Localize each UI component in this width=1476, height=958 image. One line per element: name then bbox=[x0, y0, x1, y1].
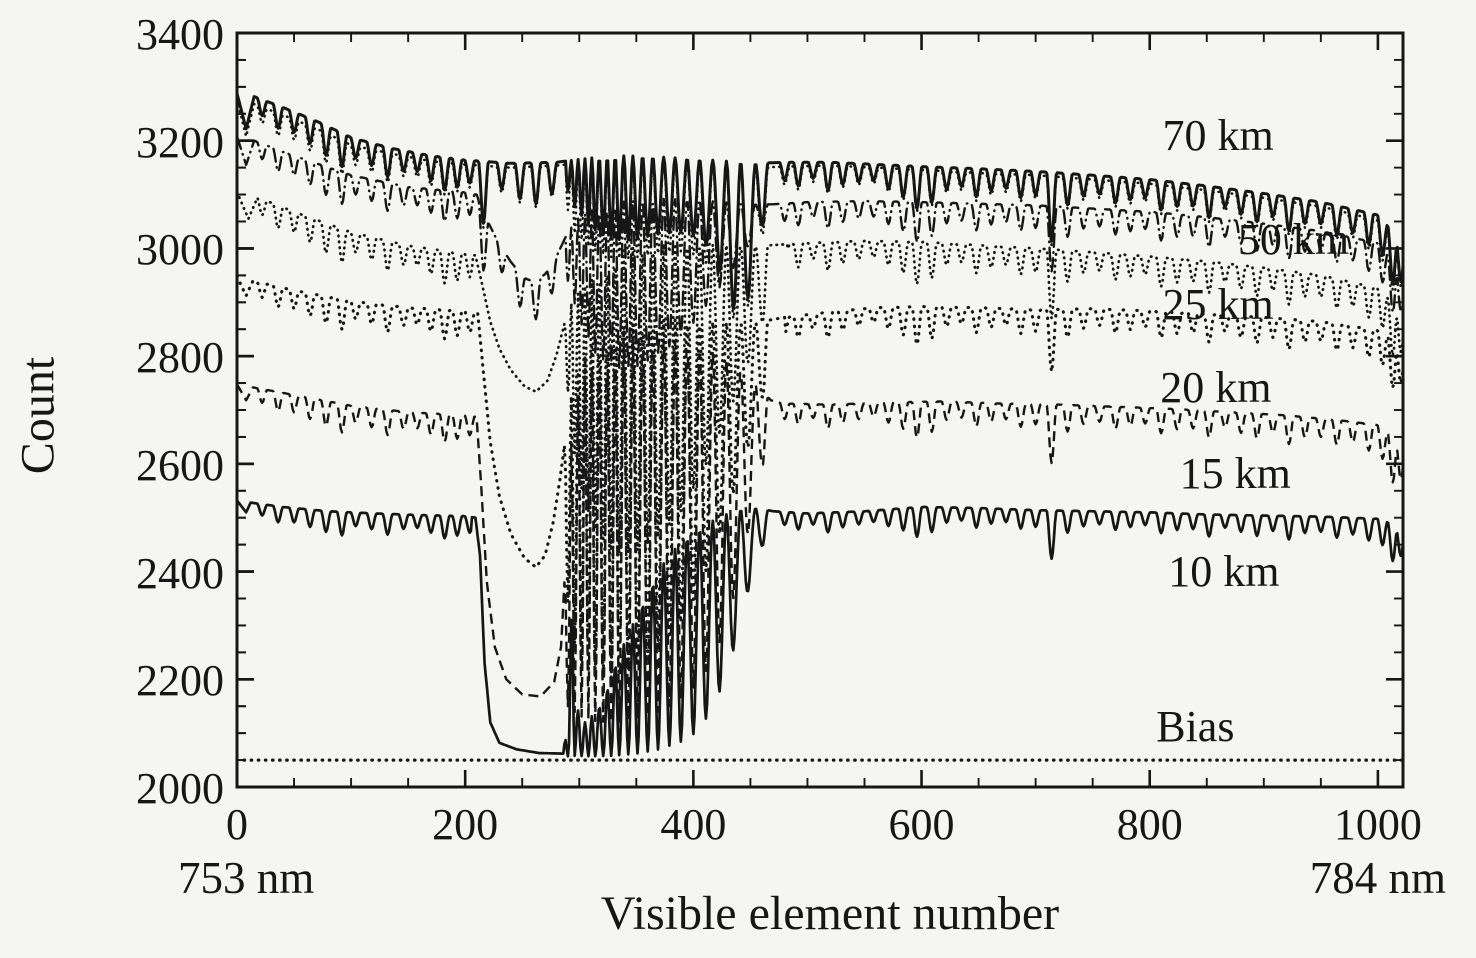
x-tick-label: 600 bbox=[888, 800, 955, 849]
curve-label-bias: Bias bbox=[1156, 701, 1235, 751]
y-tick-label: 3000 bbox=[136, 225, 224, 275]
curve-label-20-km: 20 km bbox=[1160, 362, 1272, 412]
x-tick-label: 0 bbox=[226, 800, 248, 849]
y-tick-label: 2800 bbox=[136, 333, 224, 383]
x-tick-label: 1000 bbox=[1333, 800, 1422, 849]
y-axis-title: Count bbox=[11, 356, 65, 475]
spectrum-curve-70-km bbox=[237, 92, 1403, 311]
y-tick-label: 3200 bbox=[136, 117, 224, 167]
y-tick-label: 2200 bbox=[136, 656, 224, 706]
y-tick-label: 2400 bbox=[136, 548, 224, 598]
spectrum-curve-15-km bbox=[237, 338, 1403, 724]
spectrum-curve-70-km-overlapping-dotted-trace- bbox=[237, 98, 1403, 320]
x-axis-left-wavelength-label: 753 nm bbox=[178, 853, 315, 903]
curve-label-50-km: 50 km bbox=[1237, 214, 1350, 264]
x-tick-label: 800 bbox=[1116, 800, 1183, 849]
spectrum-curve-10-km bbox=[237, 499, 1403, 758]
spectrum-curve-20-km bbox=[237, 274, 1403, 681]
y-tick-label: 3400 bbox=[136, 10, 224, 59]
curve-label-70-km: 70 km bbox=[1162, 110, 1274, 160]
spectrum-curve-50-km bbox=[237, 135, 1403, 369]
y-tick-label: 2000 bbox=[136, 764, 224, 813]
y-tick-label: 2600 bbox=[136, 440, 224, 490]
curve-label-10-km: 10 km bbox=[1168, 547, 1280, 597]
spectrum-curve-25-km bbox=[237, 190, 1403, 555]
curve-label-15-km: 15 km bbox=[1179, 449, 1291, 499]
curve-label-25-km: 25 km bbox=[1162, 279, 1274, 329]
x-axis-title: Visible element number bbox=[600, 887, 1060, 940]
x-tick-label: 200 bbox=[432, 800, 499, 849]
x-axis-right-wavelength-label: 784 nm bbox=[1309, 853, 1446, 903]
x-tick-label: 400 bbox=[660, 800, 727, 849]
